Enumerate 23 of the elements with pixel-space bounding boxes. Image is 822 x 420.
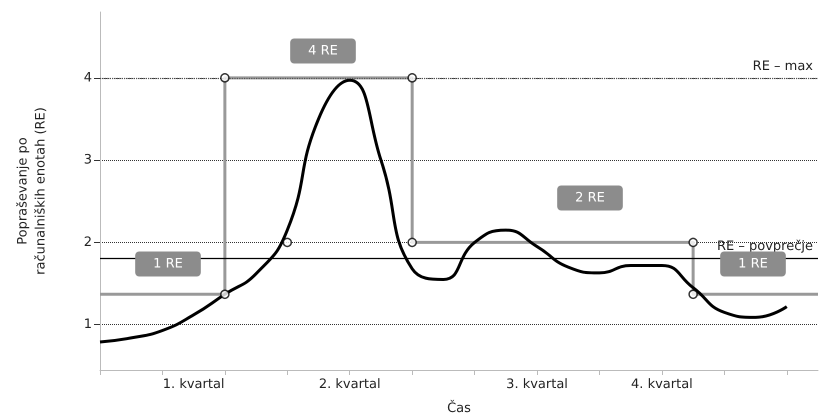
point	[407, 238, 417, 248]
y-tick-label: 3	[84, 152, 92, 168]
point	[220, 73, 230, 83]
annotation: 1 RE	[153, 256, 183, 272]
y-tick-label: 4	[84, 70, 92, 86]
ref-line-label: RE – max	[752, 58, 814, 74]
ref-line-label: RE – povprečje	[717, 239, 813, 254]
y-tick-label: 2	[84, 234, 92, 250]
annotation: 1 RE	[738, 256, 768, 272]
point	[688, 290, 698, 300]
x-tick-label: 3. kvartal	[506, 377, 568, 392]
point	[220, 290, 230, 300]
annotation: 4 RE	[308, 44, 338, 58]
point	[688, 238, 698, 248]
annotation: 2 RE	[575, 190, 605, 206]
y-axis-title: Popraševanje po računalniških enotah (RE)	[16, 107, 48, 275]
x-axis-title: Čas	[447, 399, 472, 416]
point	[407, 73, 417, 83]
point	[282, 238, 292, 248]
x-tick-label: 4. kvartal	[631, 377, 693, 392]
y-tick-label: 1	[84, 317, 92, 332]
x-tick-label: 1. kvartal	[162, 377, 225, 392]
x-tick-label: 2. kvartal	[318, 377, 381, 392]
